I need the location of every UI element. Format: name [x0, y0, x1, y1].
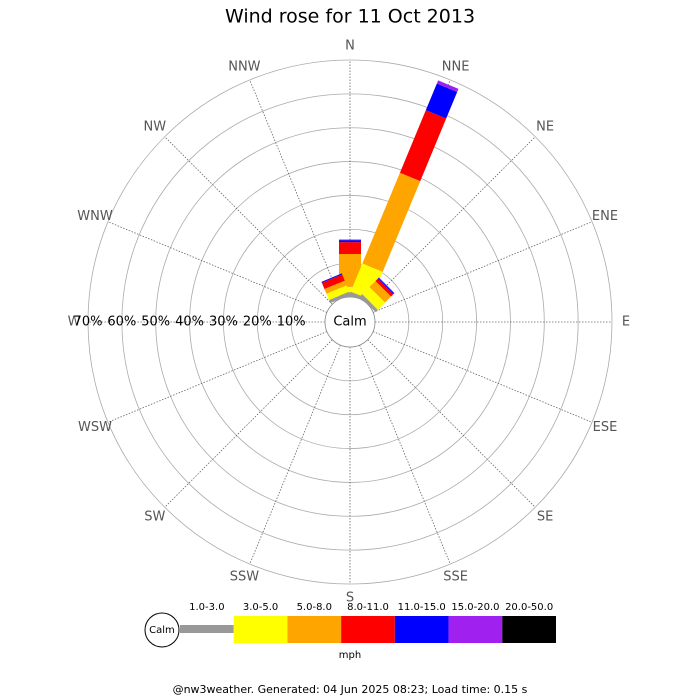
direction-label: WNW	[77, 209, 113, 224]
wind-bar-segment	[326, 285, 350, 300]
direction-label: ENE	[592, 209, 618, 224]
direction-label: ESE	[593, 420, 618, 435]
legend-label: 20.0-50.0	[505, 602, 553, 613]
r-tick-label: 10%	[277, 315, 306, 330]
wind-bar-segment	[436, 80, 459, 92]
spoke	[367, 339, 536, 508]
wind-bar-segment	[321, 274, 345, 290]
r-tick-label: 70%	[74, 315, 103, 330]
wind-bar-segment	[321, 273, 343, 283]
grid-ring	[87, 59, 613, 585]
legend-label: 5.0-8.0	[297, 602, 332, 613]
spoke	[372, 331, 593, 423]
r-tick-label: 30%	[209, 315, 238, 330]
wind-bar-segment	[377, 277, 395, 295]
legend-label: 3.0-5.0	[243, 602, 278, 613]
footer: @nw3weather. Generated: 04 Jun 2025 08:2…	[173, 683, 528, 696]
wind-bar-segment	[359, 294, 378, 313]
legend-swatch	[502, 616, 556, 643]
grid-ring	[223, 195, 477, 449]
grid-ring	[121, 93, 579, 551]
legend-swatch	[233, 616, 288, 643]
direction-label: SSE	[443, 569, 468, 584]
chart-title: Wind rose for 11 Oct 2013	[225, 6, 475, 28]
legend-swatch	[448, 616, 503, 643]
direction-label: SW	[144, 510, 165, 525]
r-tick-label: 50%	[141, 315, 170, 330]
direction-label: NE	[536, 119, 554, 134]
direction-label: E	[622, 315, 630, 330]
direction-label: NW	[144, 119, 167, 134]
wind-bar-segment	[378, 277, 395, 294]
spoke	[164, 339, 333, 508]
legend-swatch	[394, 616, 449, 643]
spoke	[372, 221, 593, 313]
wind-bar-segment	[425, 83, 458, 119]
spoke	[367, 136, 536, 305]
r-tick-label: 60%	[107, 315, 136, 330]
r-tick-label: 40%	[175, 315, 204, 330]
legend-label: 15.0-20.0	[451, 602, 499, 613]
r-tick-label: 20%	[243, 315, 272, 330]
legend-swatch	[341, 616, 395, 643]
wind-bar-segment	[375, 278, 394, 297]
wind-bar-segment	[362, 172, 421, 272]
unit-label: mph	[339, 650, 361, 661]
spoke	[249, 344, 341, 565]
spoke	[164, 136, 333, 305]
direction-label: W	[68, 315, 81, 330]
legend-swatch	[180, 625, 234, 633]
direction-label: S	[346, 591, 354, 606]
direction-label: NNE	[442, 60, 470, 75]
legend-label: 1.0-3.0	[189, 602, 224, 613]
wind-bar-segment	[324, 280, 347, 294]
wind-bar-segment	[339, 242, 361, 255]
wind-bar-segment	[339, 254, 361, 287]
legend-calm-label: Calm	[149, 625, 175, 636]
legend-swatch	[287, 616, 342, 643]
direction-label: SSW	[230, 569, 260, 584]
calm-label: Calm	[333, 315, 366, 330]
direction-label: SE	[537, 510, 553, 525]
legend-calm-circle	[144, 612, 180, 648]
spoke	[249, 79, 341, 300]
spoke	[359, 344, 451, 565]
wind-bar-segment	[399, 110, 447, 182]
wind-bar-segment	[339, 240, 361, 243]
wind-bar-segment	[362, 286, 386, 310]
wind-bar-segment	[339, 239, 361, 241]
spoke	[107, 221, 328, 313]
wind-bar-segment	[328, 291, 351, 304]
direction-label: N	[345, 39, 355, 54]
spoke	[107, 331, 328, 423]
grid-ring	[256, 228, 444, 416]
legend-label: 11.0-15.0	[398, 602, 446, 613]
legend-label: 8.0-11.0	[347, 602, 389, 613]
direction-label: WSW	[78, 420, 112, 435]
direction-label: NNW	[228, 60, 260, 75]
wind-bar-segment	[369, 280, 392, 303]
